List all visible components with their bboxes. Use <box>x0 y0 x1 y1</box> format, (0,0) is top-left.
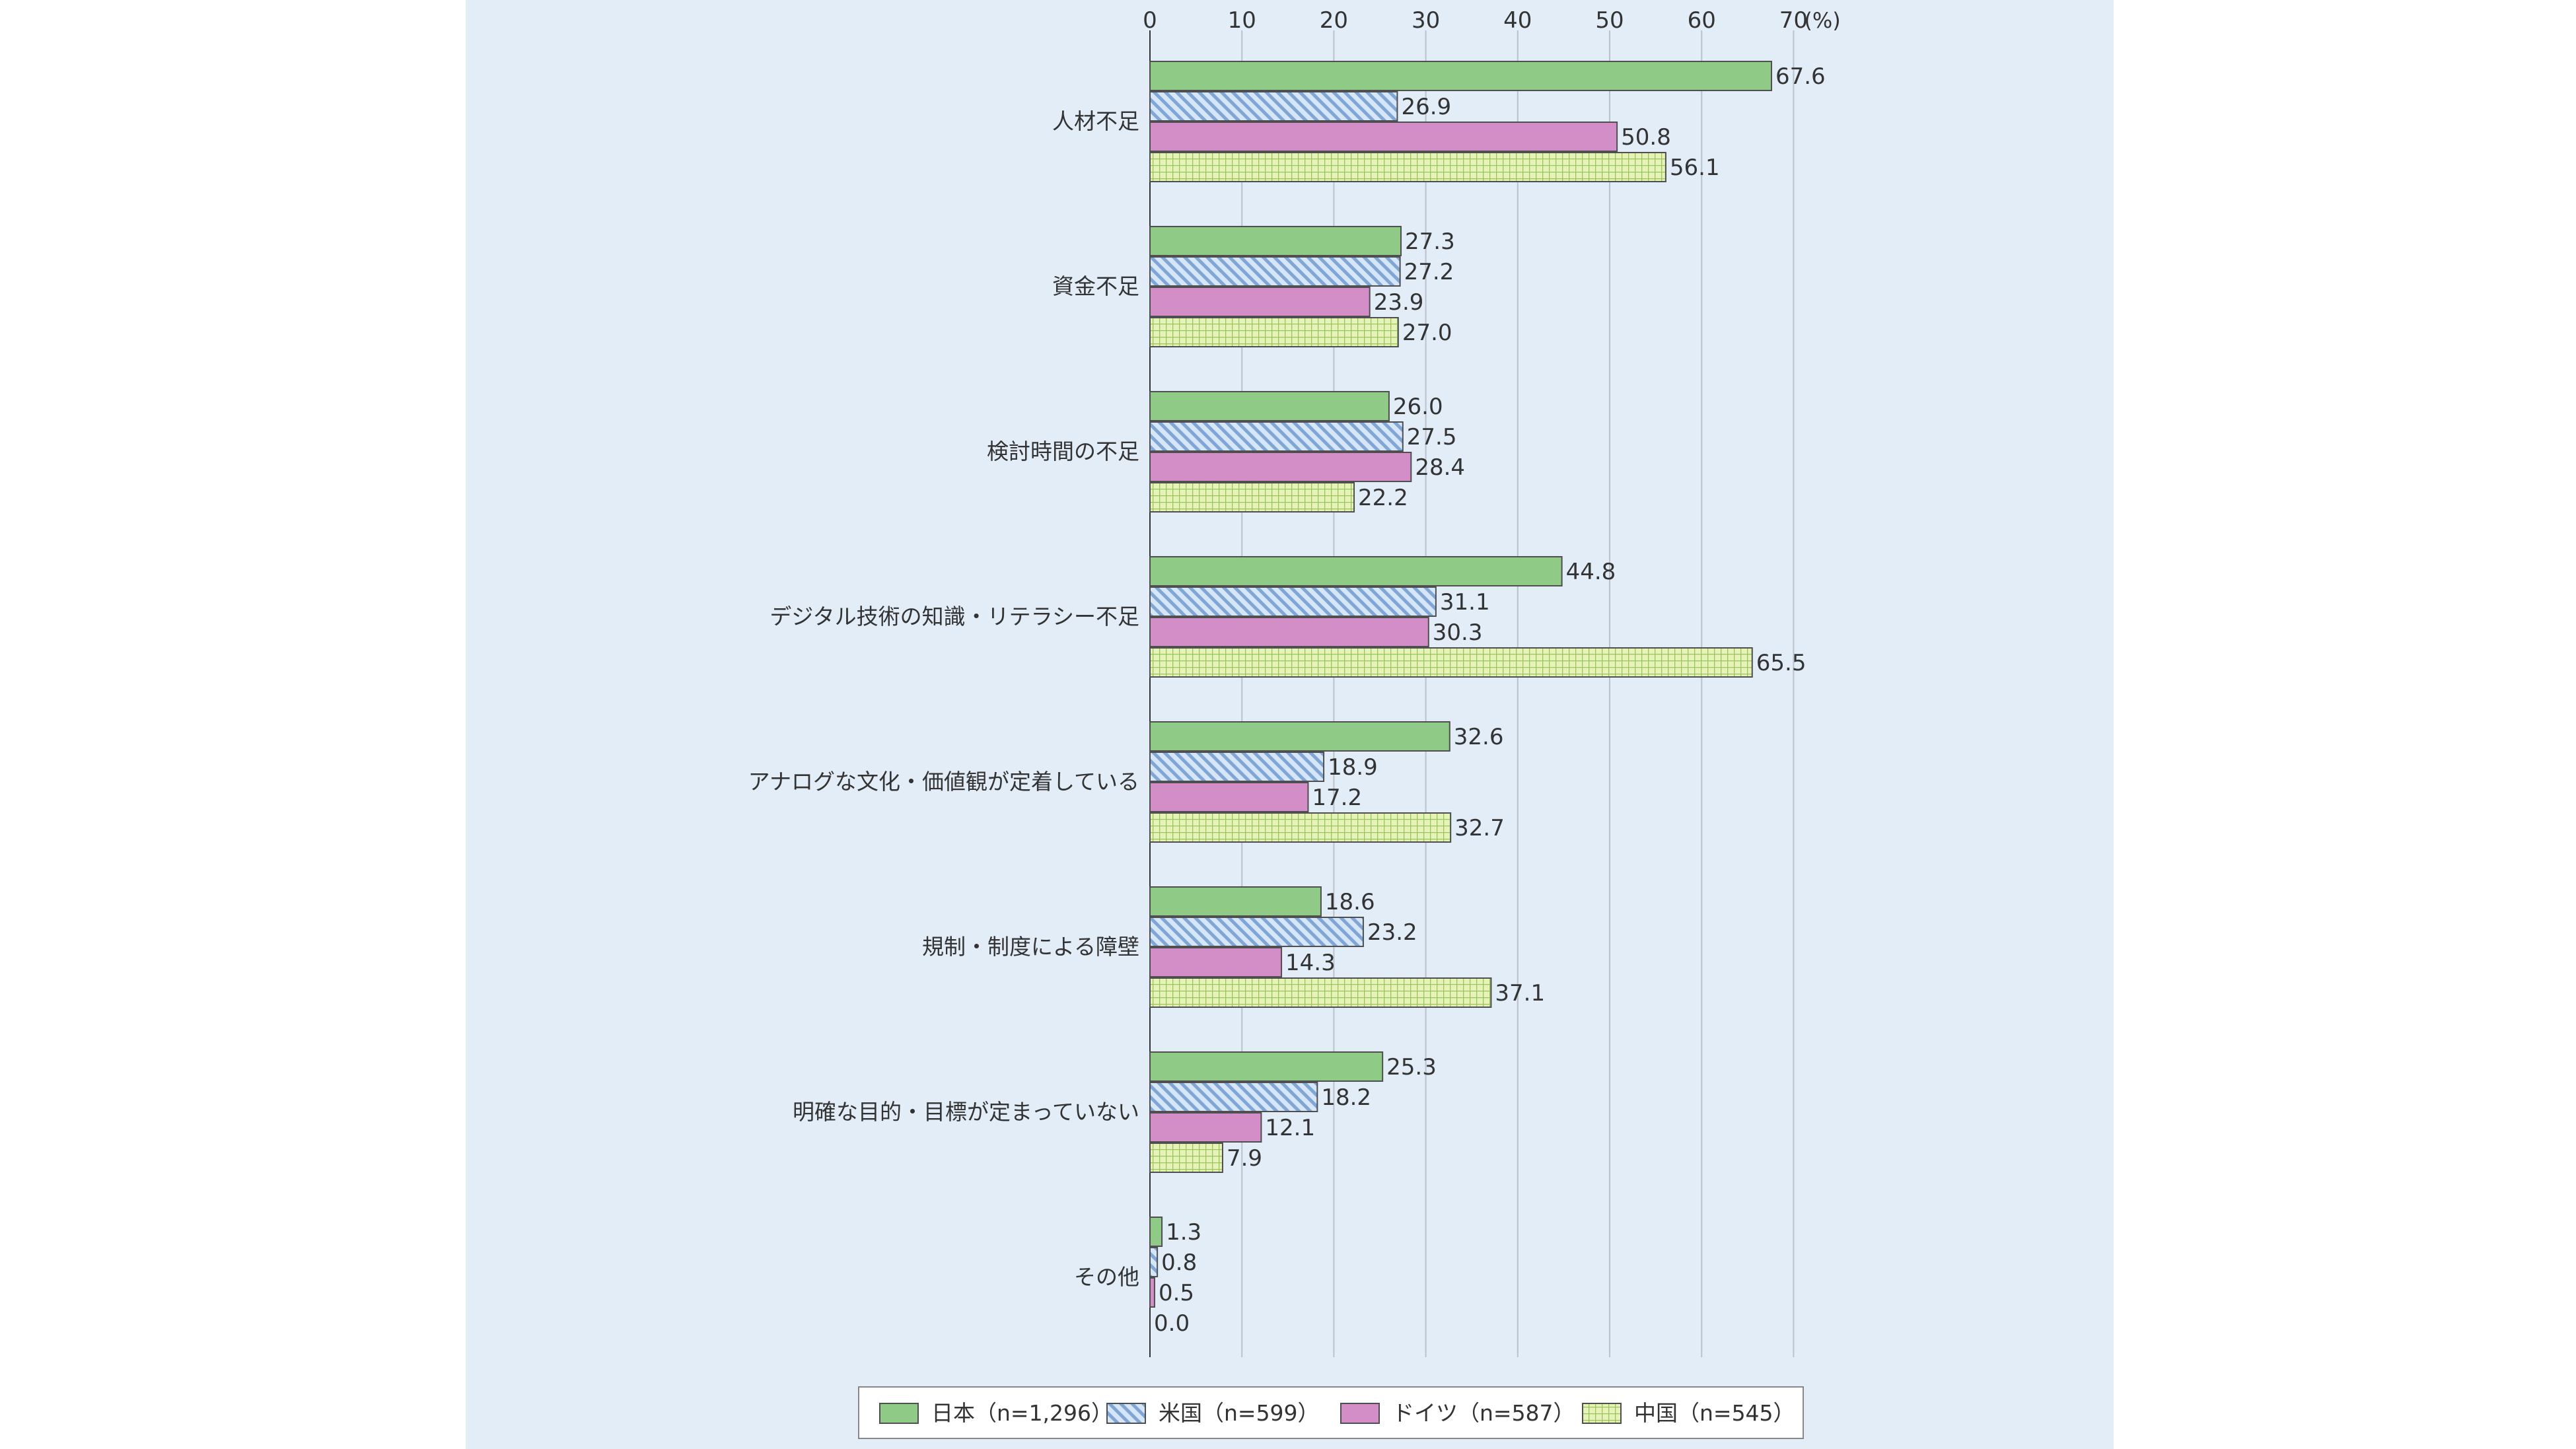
bar <box>1149 886 1322 917</box>
bar <box>1149 947 1283 977</box>
bar <box>1149 782 1309 812</box>
legend-label: 日本（n=1,296） <box>931 1400 1113 1426</box>
category-label: 人材不足 <box>1052 108 1139 134</box>
bar <box>1149 617 1429 647</box>
data-label: 28.4 <box>1415 454 1465 481</box>
category-labels: 人材不足資金不足検討時間の不足デジタル技術の知識・リテラシー不足アナログな文化・… <box>748 108 1139 1290</box>
data-label: 0.5 <box>1159 1280 1194 1306</box>
data-label: 23.2 <box>1367 919 1417 946</box>
legend-swatch <box>879 1403 919 1424</box>
data-label: 25.3 <box>1386 1054 1437 1080</box>
x-tick-label: 50 <box>1595 7 1624 34</box>
data-label: 0.0 <box>1154 1310 1190 1337</box>
bar <box>1149 226 1402 256</box>
data-label: 30.3 <box>1433 619 1483 646</box>
data-label: 18.2 <box>1321 1084 1371 1111</box>
data-label: 37.1 <box>1495 980 1545 1007</box>
data-label: 14.3 <box>1285 950 1336 976</box>
bar <box>1149 1217 1163 1247</box>
data-label: 65.5 <box>1756 650 1807 676</box>
data-label: 50.8 <box>1621 124 1671 151</box>
bar <box>1149 482 1355 512</box>
category-label: 資金不足 <box>1052 273 1139 299</box>
legend-swatch <box>1582 1403 1622 1424</box>
bar <box>1149 1112 1262 1143</box>
data-label: 23.9 <box>1374 289 1424 316</box>
x-tick-label: 40 <box>1503 7 1532 34</box>
bar <box>1149 1277 1155 1308</box>
x-tick-label: 70 <box>1779 7 1808 34</box>
data-label: 31.1 <box>1440 589 1490 616</box>
bar <box>1149 917 1364 947</box>
bar <box>1149 91 1398 122</box>
bar <box>1149 586 1437 617</box>
data-label: 7.9 <box>1227 1145 1262 1172</box>
bar <box>1149 152 1666 182</box>
data-label: 27.5 <box>1407 424 1457 450</box>
x-tick-label: 20 <box>1320 7 1348 34</box>
data-label: 44.8 <box>1566 559 1616 585</box>
category-label: 明確な目的・目標が定まっていない <box>793 1099 1139 1125</box>
category-label: アナログな文化・価値観が定着している <box>748 769 1139 795</box>
legend-label: ドイツ（n=587） <box>1392 1400 1575 1426</box>
bar <box>1149 977 1492 1008</box>
bar <box>1149 287 1371 317</box>
chart-figure: 0 10 20 30 40 50 60 70 (%) 67.6 26.9 50.8 56.1 27.3 2… <box>466 0 2114 1449</box>
legend-label: 米国（n=599） <box>1159 1400 1320 1426</box>
data-label: 18.9 <box>1328 754 1378 781</box>
data-label: 27.2 <box>1404 259 1454 285</box>
bar <box>1149 752 1325 782</box>
category-label: 規制・制度による障壁 <box>922 934 1139 960</box>
bar <box>1149 61 1772 91</box>
legend-box <box>858 1386 1804 1439</box>
data-label: 18.6 <box>1325 889 1375 915</box>
data-label: 32.6 <box>1454 724 1504 750</box>
x-tick-label: 10 <box>1228 7 1256 34</box>
bar <box>1149 1082 1318 1112</box>
data-label: 1.3 <box>1166 1219 1201 1246</box>
bar <box>1149 812 1452 843</box>
data-label: 22.2 <box>1358 485 1408 511</box>
legend: 日本（n=1,296） 米国（n=599） ドイツ（n=587） 中国（n=545） <box>858 1386 1804 1439</box>
data-label: 32.7 <box>1454 815 1505 841</box>
category-label: デジタル技術の知識・リテラシー不足 <box>769 604 1139 629</box>
bars: 67.6 26.9 50.8 56.1 27.3 27.2 23.9 27.0 26.0 27.5… <box>1149 61 1826 1337</box>
x-tick-label: 30 <box>1412 7 1440 34</box>
bar <box>1149 421 1404 452</box>
legend-swatch <box>1106 1403 1146 1424</box>
legend-swatch <box>1340 1403 1380 1424</box>
bar <box>1149 317 1399 347</box>
bar <box>1149 256 1401 287</box>
data-label: 12.1 <box>1265 1115 1315 1141</box>
category-label: その他 <box>1074 1264 1139 1290</box>
bar <box>1149 647 1753 678</box>
data-label: 27.0 <box>1402 320 1452 346</box>
x-tick-label: 0 <box>1143 7 1157 34</box>
bar-chart: 0 10 20 30 40 50 60 70(%) 67.6 26.9 50.8 56.1 27.3 2… <box>748 7 1841 1439</box>
bar <box>1149 556 1563 586</box>
bar <box>1149 1051 1384 1082</box>
data-label: 56.1 <box>1670 155 1720 181</box>
axis-unit-label: (%) <box>1804 8 1840 33</box>
bar <box>1149 452 1412 482</box>
bar <box>1149 721 1450 752</box>
data-label: 26.0 <box>1393 394 1443 420</box>
x-tick-label: 60 <box>1688 7 1716 34</box>
bar <box>1149 1143 1223 1173</box>
legend-label: 中国（n=545） <box>1634 1400 1795 1426</box>
bar <box>1149 1247 1159 1277</box>
bar <box>1149 391 1390 421</box>
bar <box>1149 122 1618 152</box>
data-label: 27.3 <box>1405 229 1455 255</box>
category-label: 検討時間の不足 <box>987 439 1139 464</box>
data-label: 26.9 <box>1401 94 1451 120</box>
data-label: 17.2 <box>1312 785 1362 811</box>
data-label: 0.8 <box>1161 1250 1197 1276</box>
data-label: 67.6 <box>1775 63 1826 90</box>
